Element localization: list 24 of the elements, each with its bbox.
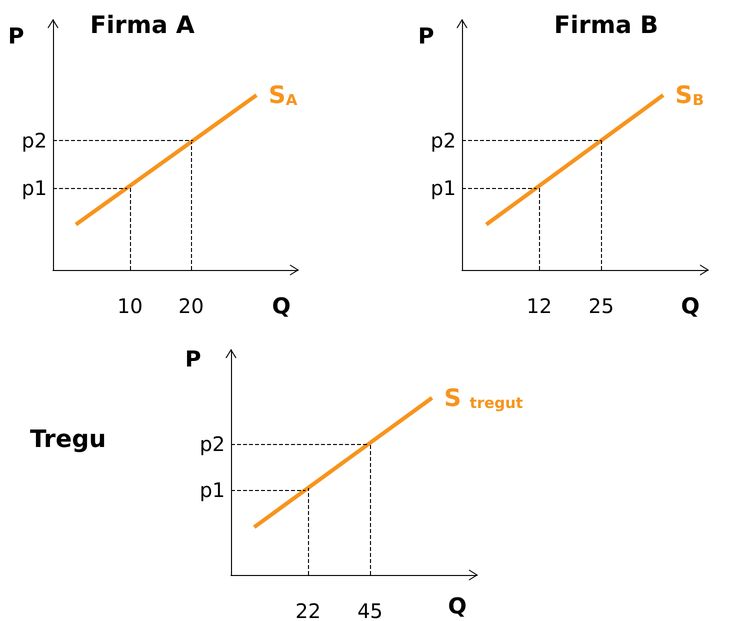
x-tick-label: 20 [178,294,204,318]
y-axis-title: P [8,24,24,50]
x-tick-label: 10 [117,294,143,318]
x-tick-label: 12 [526,294,552,318]
ref-line-label: p2 [200,432,225,456]
x-axis-title: Q [681,294,700,320]
chart-title: Firma A [90,11,196,39]
ref-line-label: p2 [430,128,456,153]
series-label: SB [675,81,704,110]
x-tick-label: 25 [588,294,614,318]
chart-title: Firma B [554,11,658,39]
ref-line-label: p2 [22,128,47,153]
ref-line-label: p1 [22,176,47,200]
series-label: S tregut [444,384,523,412]
x-tick-label: 22 [295,599,321,621]
x-tick-label: 45 [357,599,383,621]
series-label: SA [268,81,298,110]
y-axis-title: P [418,24,434,50]
ref-line-label: p1 [430,176,456,200]
x-axis-title: Q [448,594,467,620]
text: Tregu [30,425,106,453]
y-axis-title: P [185,348,202,372]
x-axis-title: Q [272,294,291,320]
ref-line-label: p1 [200,478,225,502]
